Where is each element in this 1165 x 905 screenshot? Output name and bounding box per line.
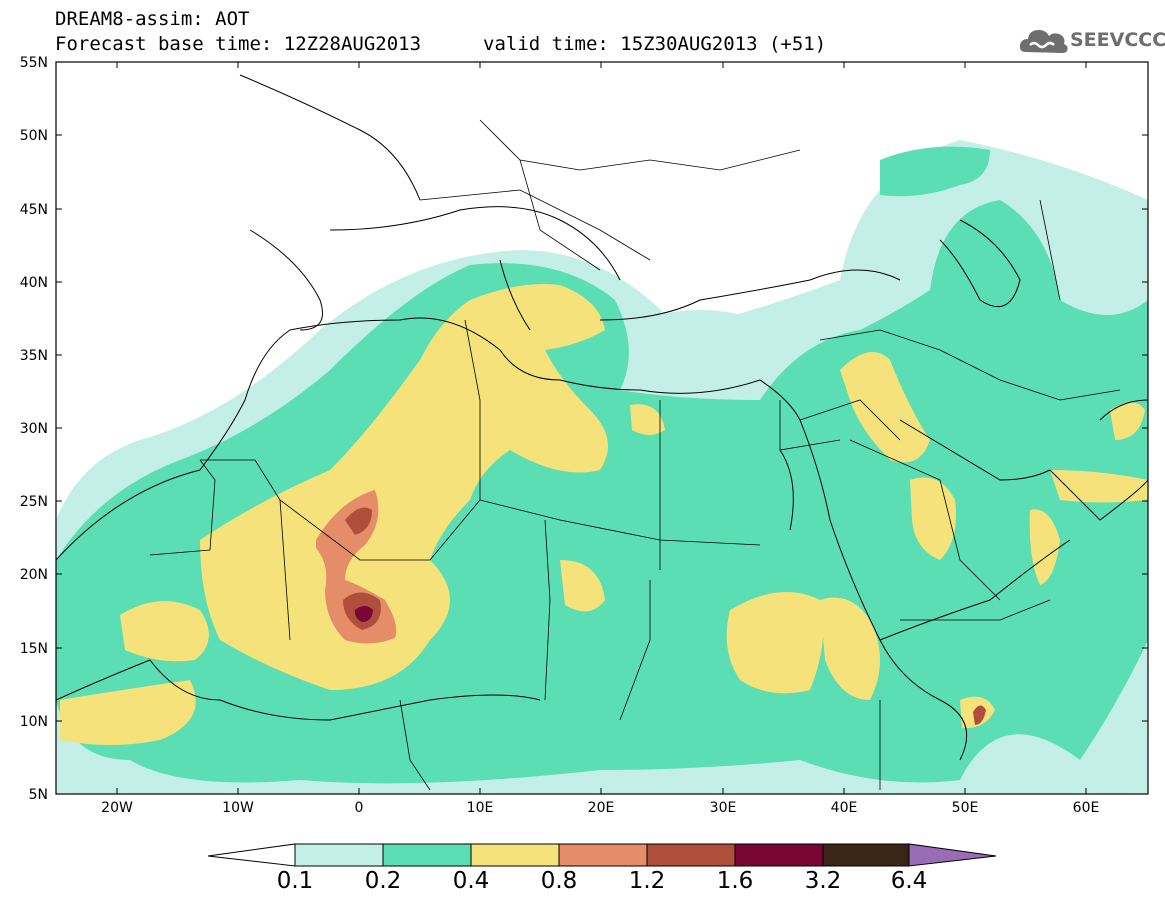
colorbar-swatch	[470, 843, 560, 867]
lat-label: 10N	[20, 714, 48, 730]
colorbar-label: 1.6	[716, 868, 754, 894]
aot-level-1.6	[354, 606, 373, 622]
lat-label: 20N	[20, 567, 48, 583]
lon-label: 60E	[1073, 800, 1100, 816]
axis-ticks	[56, 62, 1148, 795]
colorbar-over-triangle	[908, 843, 997, 867]
valid-time: valid time: 15Z30AUG2013 (+51)	[483, 33, 827, 55]
colorbar-label: 0.2	[364, 868, 402, 894]
colorbar-swatch	[734, 843, 824, 867]
cloud-icon	[1019, 30, 1068, 53]
colorbar-swatch	[294, 843, 384, 867]
colorbar-swatch	[558, 843, 648, 867]
aot-level-0.4	[60, 284, 1148, 745]
colorbar	[207, 843, 997, 867]
lon-label: 30E	[710, 800, 737, 816]
lat-label: 5N	[29, 787, 48, 803]
colorbar-label: 0.1	[276, 868, 314, 894]
seevccc-logo: SEEVCCC	[1018, 22, 1165, 58]
forecast-base-time: Forecast base time: 12Z28AUG2013	[55, 33, 422, 55]
lon-label: 50E	[952, 800, 979, 816]
lon-label: 20W	[101, 800, 133, 816]
logo-text: SEEVCCC	[1070, 29, 1165, 51]
lat-label: 35N	[20, 348, 48, 364]
lon-label: 10W	[222, 800, 254, 816]
lat-label: 25N	[20, 494, 48, 510]
colorbar-label: 3.2	[804, 868, 842, 894]
colorbar-label: 1.2	[628, 868, 666, 894]
lat-label: 50N	[20, 128, 48, 144]
colorbar-label: 0.4	[452, 868, 490, 894]
map-title: DREAM8-assim: AOT	[55, 8, 250, 30]
plot-frame	[55, 61, 1149, 795]
lat-labels: 5N 10N 15N 20N 25N 30N 35N 40N 45N 50N 5…	[20, 55, 48, 803]
lat-label: 45N	[20, 202, 48, 218]
colorbar-swatch	[382, 843, 472, 867]
colorbar-under-triangle	[207, 843, 296, 867]
borders	[149, 119, 1121, 791]
lon-label: 40E	[831, 800, 858, 816]
lat-label: 15N	[20, 641, 48, 657]
lat-label: 30N	[20, 421, 48, 437]
lon-labels: 20W 10W 0 10E 20E 30E 40E 50E 60E	[101, 800, 1099, 816]
colorbar-label: 0.8	[540, 868, 578, 894]
lon-label: 20E	[588, 800, 615, 816]
colorbar-swatch	[646, 843, 736, 867]
coastlines	[56, 74, 1148, 761]
colorbar-swatch	[822, 843, 910, 867]
colorbar-label: 6.4	[890, 868, 928, 894]
lat-label: 55N	[20, 55, 48, 71]
lat-label: 40N	[20, 275, 48, 291]
lon-label: 10E	[467, 800, 494, 816]
lon-label: 0	[355, 800, 364, 816]
